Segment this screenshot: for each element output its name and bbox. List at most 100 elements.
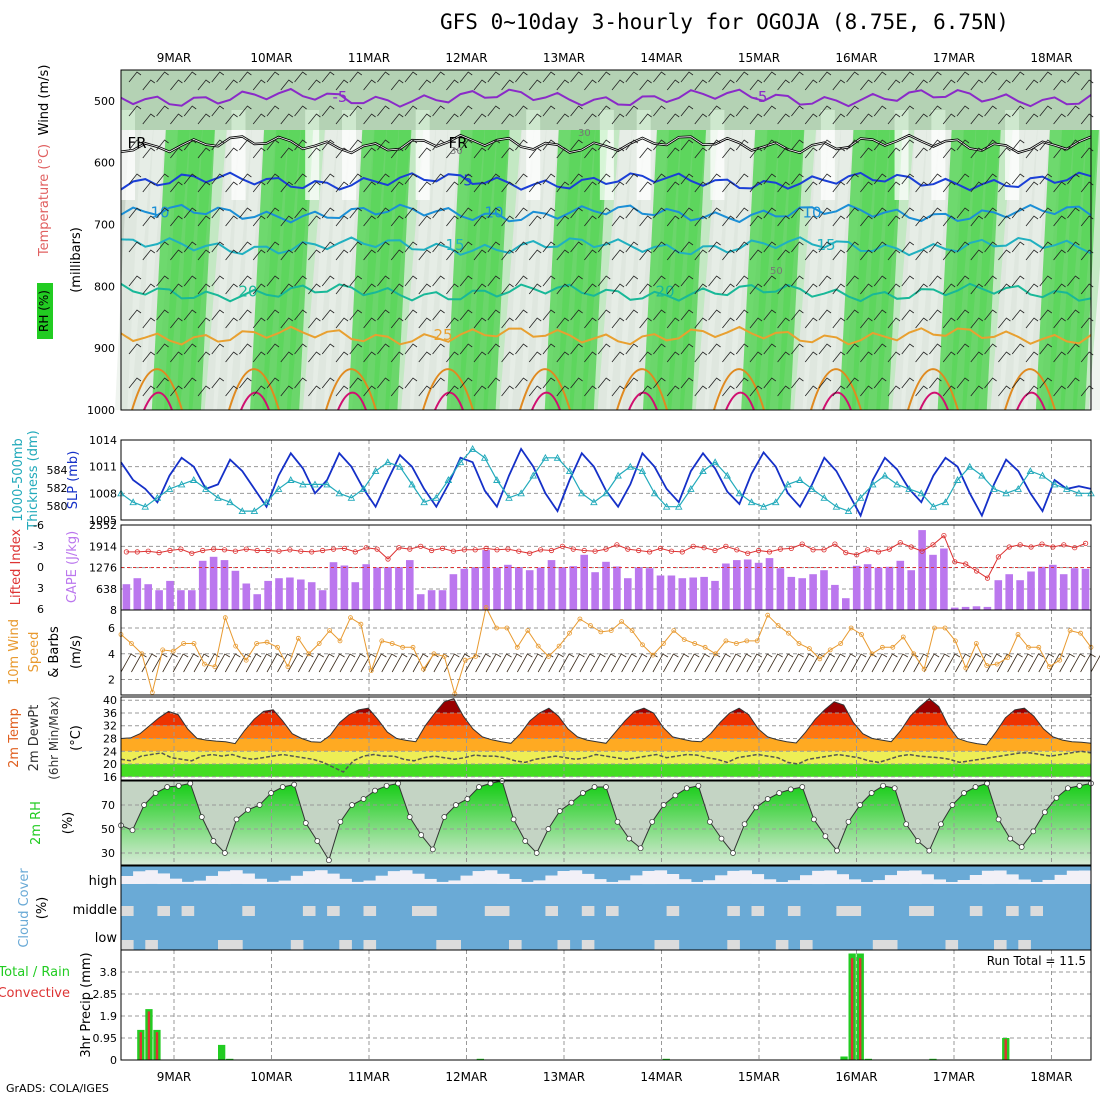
wind-barb: [715, 653, 731, 673]
wind-barb: [887, 113, 901, 125]
cloud-middle-gap: [545, 906, 558, 916]
cloud-high-gap: [848, 879, 862, 884]
wind-speed-marker: [754, 638, 760, 644]
slp-tick-label: 1011: [89, 461, 117, 474]
lifted-index-marker: [919, 548, 925, 554]
wind-barb: [804, 249, 818, 261]
wind-barb: [666, 385, 680, 397]
wind-barb: [791, 275, 804, 287]
wind-barb: [170, 79, 183, 91]
date-label-top: 12MAR: [445, 51, 487, 65]
cape-bar: [722, 563, 730, 610]
wind-barb: [515, 309, 528, 321]
cape-bar: [155, 590, 163, 610]
wind-barb: [432, 377, 445, 389]
wind-barb: [763, 343, 777, 355]
li-tick-label: -3: [33, 540, 44, 553]
wind-barb: [832, 249, 846, 261]
wind-barb: [1080, 79, 1094, 91]
wind-speed-marker: [285, 664, 291, 670]
temperature-band: [121, 751, 1091, 765]
cloud-low-gap: [448, 940, 461, 950]
wind-barb: [1025, 317, 1039, 329]
lifted-index-marker: [930, 542, 936, 548]
wind-barb: [128, 71, 142, 83]
wind-barb: [446, 317, 459, 329]
wind-barb: [501, 147, 514, 159]
wind-barb: [942, 113, 956, 125]
wind-speed-marker: [139, 651, 145, 657]
date-label-bottom: 11MAR: [348, 1070, 390, 1084]
cloud-high-gap: [533, 880, 546, 884]
temperature-band: [121, 725, 1091, 739]
precip-total-bar: [226, 1058, 234, 1060]
wind-barb: [929, 241, 942, 253]
cape-bar: [558, 567, 567, 610]
wind-barb: [722, 79, 735, 91]
wind-barb: [128, 343, 142, 355]
wind-barb: [708, 105, 721, 117]
date-label-bottom: 13MAR: [543, 1070, 585, 1084]
thickness-marker: [784, 480, 792, 488]
cloud-middle-gap: [424, 906, 437, 916]
wind-barb: [1069, 653, 1086, 673]
dewpoint-line: [120, 750, 1092, 773]
wind-barb: [1038, 653, 1055, 673]
rh-marker: [984, 780, 990, 787]
wind-barb: [887, 283, 901, 295]
wind-barb: [584, 385, 597, 397]
cloud-low-gap: [727, 940, 740, 950]
slp-tick-label: 1008: [89, 487, 117, 500]
cloud-high-gap: [205, 875, 219, 884]
rh-legend-swatch: [37, 283, 53, 339]
wind-barb: [998, 181, 1011, 193]
rh-marker: [383, 782, 390, 789]
wind-barb: [256, 653, 272, 673]
cloud-high-gap: [690, 881, 704, 884]
rh-marker: [880, 782, 886, 789]
wind-axis-label: Speed: [27, 632, 42, 673]
wind-barb: [666, 283, 680, 295]
lifted-index-marker: [243, 546, 249, 552]
wind-barb: [708, 377, 721, 389]
wind-barb: [846, 275, 859, 287]
cape-bar: [525, 570, 534, 610]
wind-barb: [418, 317, 432, 329]
wind-barb: [335, 79, 349, 91]
wind-barb: [901, 139, 915, 151]
wind-barb: [363, 181, 376, 193]
wind-barb: [942, 147, 956, 159]
wind-barb: [749, 317, 763, 329]
rh-marker: [141, 802, 147, 808]
rh-dry-patch: [1005, 110, 1020, 200]
precip-convective-bar: [147, 1011, 151, 1060]
rh-marker: [626, 835, 632, 842]
thickness-marker: [299, 480, 307, 488]
wind-barb: [404, 343, 418, 355]
cloud-high-gap: [630, 875, 643, 884]
wind-barb: [653, 139, 666, 151]
wind-barb: [708, 241, 721, 253]
wind-barb: [142, 113, 156, 125]
cape-bar: [765, 558, 774, 610]
cape-bar: [961, 606, 970, 610]
wind-barb: [252, 249, 266, 261]
wind-barb: [846, 207, 859, 219]
wind-barb: [915, 215, 928, 227]
wind-barb: [418, 147, 432, 159]
wind-barb: [280, 385, 294, 397]
wind-barb: [485, 653, 502, 673]
wind-barb: [832, 283, 846, 295]
date-label-top: 11MAR: [348, 51, 390, 65]
wind-barb: [363, 215, 376, 227]
wind-barb: [183, 343, 197, 355]
wind-barb: [570, 207, 583, 219]
wind-barb: [556, 215, 570, 227]
wind-barb: [680, 139, 694, 151]
wind-barb: [584, 147, 597, 159]
thickness-marker: [408, 480, 416, 488]
wind-barb: [708, 139, 721, 151]
wind-barb: [873, 241, 887, 253]
cape-bar: [1081, 568, 1090, 610]
wind-barb: [1011, 343, 1025, 355]
